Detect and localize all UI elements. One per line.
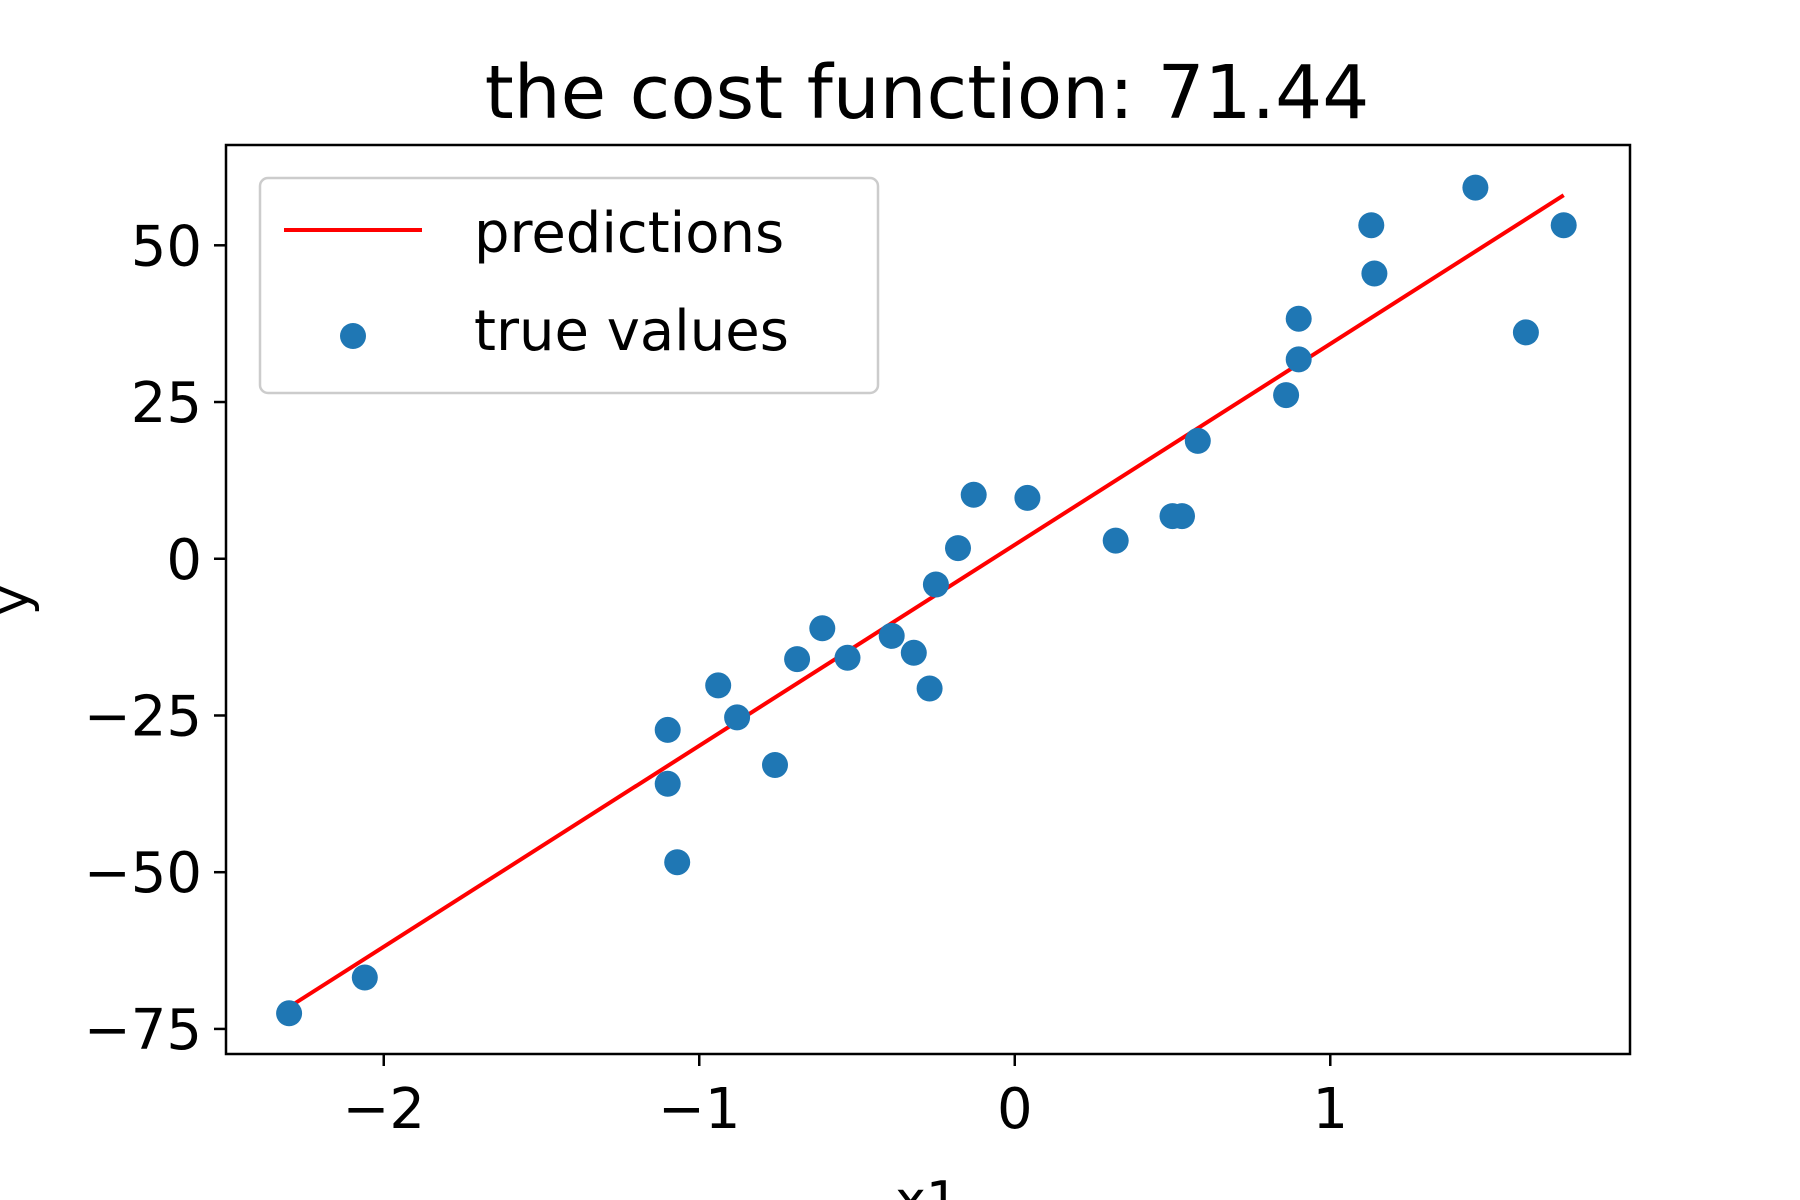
- plot-area: [276, 174, 1577, 1027]
- x-tick-label-1: −1: [658, 1077, 741, 1142]
- axes-frame: [224, 143, 1632, 1056]
- true-value-point-1: [351, 964, 378, 991]
- true-value-point-7: [762, 752, 788, 778]
- y-tick-label-5: 50: [131, 214, 202, 279]
- x-tick-label-2: 0: [997, 1077, 1033, 1142]
- true-value-point-28: [1512, 319, 1539, 346]
- chart-title: the cost function: 71.44: [485, 50, 1370, 136]
- true-value-point-8: [784, 646, 811, 673]
- true-value-point-26: [1361, 260, 1388, 287]
- true-value-point-12: [900, 639, 927, 666]
- true-value-point-10: [834, 644, 861, 671]
- true-value-point-9: [809, 615, 836, 642]
- true-value-point-16: [960, 481, 987, 508]
- true-value-point-27: [1462, 174, 1489, 201]
- true-value-point-4: [664, 849, 691, 876]
- x-tick-label-3: 1: [1312, 1077, 1348, 1142]
- true-value-point-17: [1014, 484, 1041, 511]
- y-tick-label-0: −75: [84, 998, 202, 1063]
- true-value-point-18: [1102, 527, 1129, 554]
- true-value-point-29: [1550, 212, 1577, 239]
- legend: predictions true values: [258, 176, 880, 395]
- x-axis: −2 −1 0 1: [342, 1054, 1348, 1142]
- true-value-point-15: [945, 535, 971, 562]
- true-value-point-0: [276, 1000, 303, 1027]
- true-value-point-14: [922, 571, 949, 598]
- predictions-line: [288, 193, 1565, 1009]
- y-tick-label-1: −50: [84, 841, 202, 906]
- true-value-point-5: [705, 672, 732, 699]
- y-tick-label-2: −25: [84, 684, 202, 749]
- true-value-point-3: [654, 770, 681, 797]
- true-value-point-23: [1285, 305, 1312, 332]
- true-value-point-11: [878, 622, 905, 649]
- y-axis-label: y: [0, 585, 41, 616]
- true-value-point-24: [1285, 346, 1312, 373]
- y-tick-label-3: 0: [166, 528, 202, 593]
- true-value-point-20: [1169, 503, 1195, 530]
- x-tick-label-0: −2: [342, 1077, 425, 1142]
- true-value-point-13: [916, 675, 943, 702]
- true-value-point-21: [1184, 427, 1211, 454]
- y-axis: −75 −50 −25 0 25 50: [84, 214, 226, 1063]
- true-value-point-22: [1273, 382, 1300, 409]
- y-tick-label-4: 25: [131, 371, 202, 436]
- legend-true-values-swatch: [340, 323, 366, 349]
- true-value-point-2: [654, 716, 681, 743]
- true-value-point-25: [1358, 212, 1385, 239]
- true-value-point-6: [724, 704, 751, 731]
- x-axis-label: x1: [895, 1171, 959, 1200]
- legend-true-values-label: true values: [474, 299, 789, 364]
- legend-predictions-label: predictions: [474, 201, 784, 266]
